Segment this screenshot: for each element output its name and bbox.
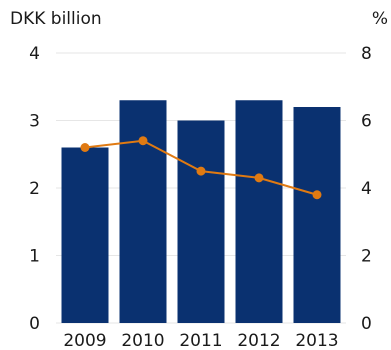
line-series [80,136,322,200]
line-point-2010 [138,136,148,146]
right-tick-label: 8 [361,44,372,64]
bar-2009 [61,147,109,323]
x-axis: 2009 2010 2011 2012 2013 [63,331,338,350]
bar-2010 [119,100,167,323]
line-point-2013 [312,190,322,200]
right-tick-label: 0 [361,314,372,334]
left-axis: 0 1 2 3 4 [29,44,40,334]
bar-2012 [235,100,283,323]
left-axis-unit-label: DKK billion [10,9,102,29]
line-point-2012 [254,173,264,183]
right-tick-label: 6 [361,112,372,132]
x-tick-label: 2011 [179,331,222,350]
left-tick-label: 3 [29,112,40,132]
left-tick-label: 2 [29,179,40,199]
right-axis-unit-label: % [372,9,388,29]
x-tick-label: 2009 [63,331,106,350]
line-point-2011 [196,166,206,176]
left-tick-label: 4 [29,44,40,64]
x-tick-label: 2012 [237,331,280,350]
right-axis: 0 2 4 6 8 [361,44,372,334]
bar-series [61,100,341,323]
bar-2013 [293,107,341,323]
line-point-2009 [80,143,90,152]
x-tick-label: 2010 [121,331,164,350]
left-tick-label: 0 [29,314,40,334]
right-tick-label: 4 [361,179,372,199]
x-tick-label: 2013 [295,331,338,350]
left-tick-label: 1 [29,247,40,267]
right-tick-label: 2 [361,247,372,267]
bar-2011 [177,120,225,323]
